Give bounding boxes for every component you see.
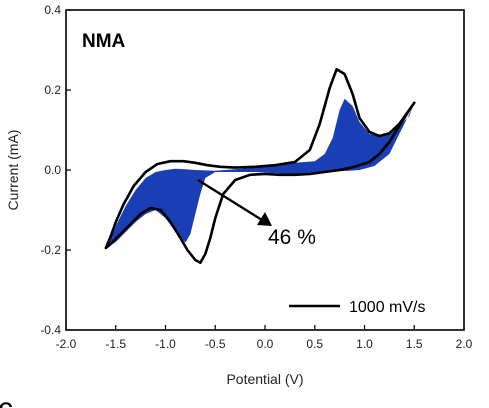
legend-label: 1000 mV/s [349,299,425,316]
x-tick-label: 1.0 [356,337,373,351]
x-tick-label: -1.0 [155,337,176,351]
filled-region [105,98,415,248]
plot-frame [65,9,465,331]
x-tick-label: -2.0 [56,337,77,351]
y-tick-label: 0.2 [44,83,61,97]
x-tick-label: 0.5 [306,337,323,351]
y-tick-label: 0.4 [44,3,61,17]
annotation-arrow [197,178,272,226]
y-tick-label: 0.0 [44,163,61,177]
y-tick-label: -0.2 [40,243,61,257]
ticks-layer: -2.0 -1.5 -1.0 -0.5 0.0 0.5 1.0 1.5 2.0 0.4 0.2 0.0… [40,3,472,351]
cv-curve-series [104,67,416,265]
x-axis-title: Potential (V) [226,371,303,387]
annotation-label: 46 % [268,226,316,249]
y-axis-title: Current (mA) [5,130,21,211]
y-tick-label: -0.4 [40,323,61,337]
panel-label: NMA [82,31,126,52]
x-tick-label: -1.5 [105,337,126,351]
cropped-panel-letter: c [0,392,13,408]
x-tick-label: 0.0 [257,337,274,351]
x-tick-label: 1.5 [406,337,423,351]
x-tick-label: -0.5 [205,337,226,351]
x-tick-label: 2.0 [456,337,473,351]
legend: 1000 mV/s [289,299,425,316]
